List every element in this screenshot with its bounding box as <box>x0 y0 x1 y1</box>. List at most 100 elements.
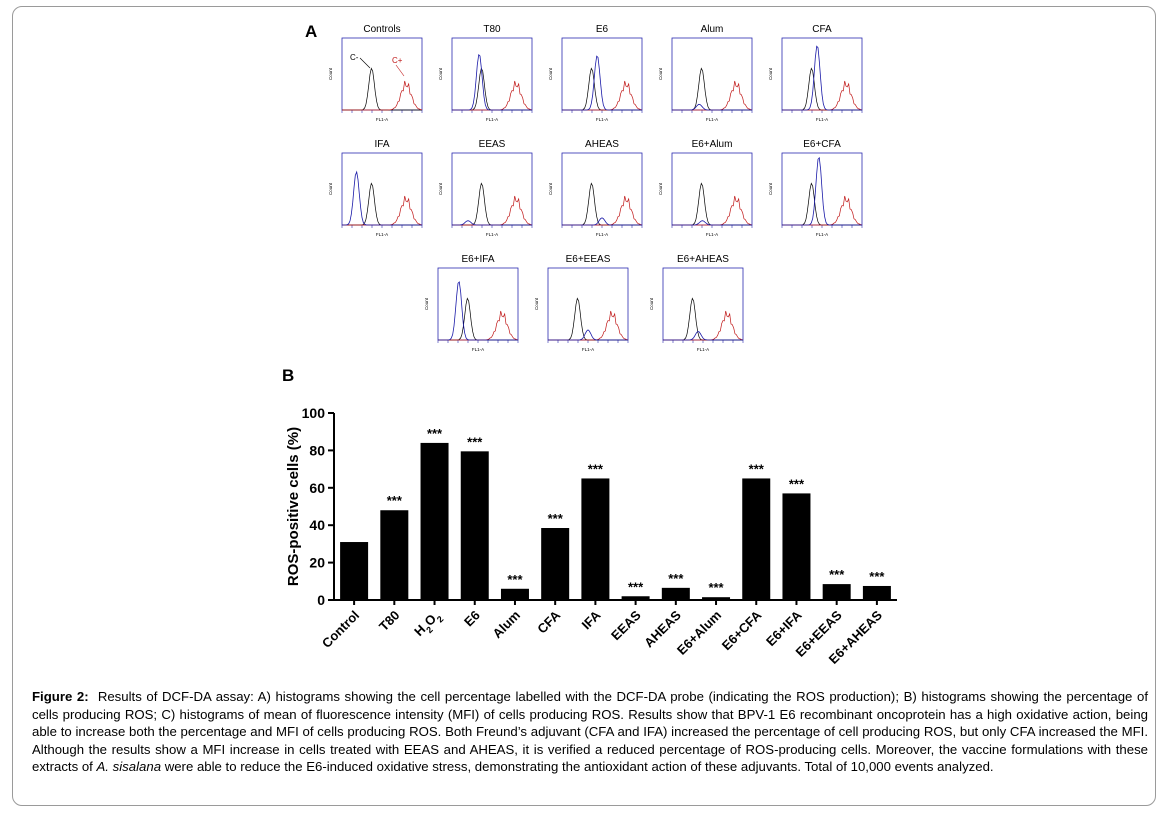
histogram-ifa: IFA Count FL1-A <box>328 139 423 237</box>
histogram-blue-curve <box>782 156 862 226</box>
histogram-xlabel: FL1-A <box>816 232 828 237</box>
histogram-red-curve <box>548 310 629 341</box>
histogram-black-curve <box>452 67 532 111</box>
figure-caption: Figure 2: Results of DCF-DA assay: A) hi… <box>32 688 1148 776</box>
c-minus-label: C- <box>350 53 359 62</box>
histogram-black-curve <box>438 297 518 341</box>
c-minus-arrow <box>359 57 371 69</box>
histogram-frame <box>662 267 744 341</box>
histogram-title: T80 <box>483 24 501 35</box>
histogram-title: AHEAS <box>585 139 619 150</box>
histogram-xlabel: FL1-A <box>816 117 828 122</box>
histogram-xlabel: FL1-A <box>706 232 718 237</box>
histogram-e6-plus-cfa: E6+CFA Count FL1-A <box>768 139 863 237</box>
histogram-blue-curve <box>782 45 862 111</box>
histogram-xlabel: FL1-A <box>486 232 498 237</box>
histogram-blue-curve <box>672 220 752 226</box>
histogram-title: E6+Alum <box>692 139 733 150</box>
histogram-ylabel: Count <box>328 67 333 80</box>
histogram-ylabel: Count <box>548 67 553 80</box>
histogram-e6-plus-aheas: E6+AHEAS Count FL1-A <box>649 254 744 352</box>
histogram-xlabel: FL1-A <box>582 347 594 352</box>
histogram-ylabel: Count <box>438 67 443 80</box>
c-plus-arrow <box>395 64 405 77</box>
caption-label: Figure 2: <box>32 689 89 704</box>
histogram-ylabel: Count <box>548 182 553 195</box>
histogram-frame <box>341 37 423 111</box>
histogram-red-curve <box>452 195 533 226</box>
histogram-red-curve <box>342 195 423 226</box>
histogram-ylabel: Count <box>768 67 773 80</box>
histogram-frame <box>561 152 643 226</box>
histogram-t80: T80 Count FL1-A <box>438 24 533 122</box>
histogram-xlabel: FL1-A <box>472 347 484 352</box>
histogram-black-curve <box>672 182 752 226</box>
histogram-xlabel: FL1-A <box>697 347 709 352</box>
histogram-red-curve <box>562 195 643 226</box>
histogram-title: E6+IFA <box>461 254 494 265</box>
histogram-black-curve <box>672 67 752 111</box>
histogram-title: E6+CFA <box>803 139 841 150</box>
caption-text-2: were able to reduce the E6-induced oxida… <box>164 759 994 775</box>
histogram-ylabel: Count <box>649 297 654 310</box>
histogram-title: E6+AHEAS <box>677 254 729 265</box>
histogram-title: IFA <box>374 139 389 150</box>
caption-species: A. sisalana <box>96 759 162 775</box>
histogram-ylabel: Count <box>438 182 443 195</box>
histogram-blue-curve <box>452 220 532 226</box>
histogram-red-curve <box>663 310 744 341</box>
histogram-red-curve <box>672 195 753 226</box>
histogram-frame <box>671 37 753 111</box>
histogram-title: Controls <box>363 24 400 35</box>
histogram-frame <box>437 267 519 341</box>
histogram-e6: E6 Count FL1-A <box>548 24 643 122</box>
c-plus-label: C+ <box>392 56 403 65</box>
histogram-xlabel: FL1-A <box>596 232 608 237</box>
figure-frame <box>12 6 1156 806</box>
histogram-blue-curve <box>342 170 422 226</box>
panel-b-label: B <box>282 366 295 385</box>
histogram-black-curve <box>782 67 862 111</box>
histogram-title: E6 <box>596 24 609 35</box>
histogram-blue-curve <box>672 103 752 111</box>
histogram-e6-plus-ifa: E6+IFA Count FL1-A <box>424 254 519 352</box>
histogram-eeas: EEAS Count FL1-A <box>438 139 533 237</box>
caption-text-1: Results of DCF-DA assay: A) histograms s… <box>32 689 1148 775</box>
panel-a-label: A <box>305 22 318 41</box>
histogram-ylabel: Count <box>658 67 663 80</box>
histogram-grid: Controls Count FL1-A C- C+ T80 Count FL1-A E6 Cou… <box>328 24 863 352</box>
histogram-red-curve <box>782 195 863 226</box>
histogram-blue-curve <box>562 217 642 226</box>
histogram-frame <box>547 267 629 341</box>
histogram-alum: Alum Count FL1-A <box>658 24 753 122</box>
histogram-black-curve <box>562 67 642 111</box>
histogram-frame <box>451 152 533 226</box>
histogram-frame <box>671 152 753 226</box>
histogram-xlabel: FL1-A <box>376 232 388 237</box>
histogram-black-curve <box>562 182 642 226</box>
histogram-title: Alum <box>701 24 724 35</box>
histogram-title: EEAS <box>479 139 506 150</box>
histogram-xlabel: FL1-A <box>486 117 498 122</box>
histogram-ylabel: Count <box>658 182 663 195</box>
histogram-red-curve <box>452 80 533 111</box>
histogram-blue-curve <box>663 331 743 341</box>
histogram-black-curve <box>663 297 743 341</box>
histogram-title: CFA <box>812 24 832 35</box>
histogram-ylabel: Count <box>768 182 773 195</box>
histogram-black-curve <box>548 297 628 341</box>
histogram-xlabel: FL1-A <box>596 117 608 122</box>
histogram-ylabel: Count <box>424 297 429 310</box>
histogram-cfa: CFA Count FL1-A <box>768 24 863 122</box>
histogram-frame <box>781 37 863 111</box>
histogram-title: E6+EEAS <box>566 254 611 265</box>
histogram-black-curve <box>342 67 422 111</box>
histogram-e6-plus-eeas: E6+EEAS Count FL1-A <box>534 254 629 352</box>
histogram-red-curve <box>438 310 519 341</box>
histogram-xlabel: FL1-A <box>376 117 388 122</box>
histogram-blue-curve <box>438 281 518 341</box>
histogram-blue-curve <box>562 55 642 111</box>
histogram-red-curve <box>672 80 753 111</box>
histogram-controls: Controls Count FL1-A C- C+ <box>328 24 423 122</box>
histogram-blue-curve <box>452 53 532 111</box>
